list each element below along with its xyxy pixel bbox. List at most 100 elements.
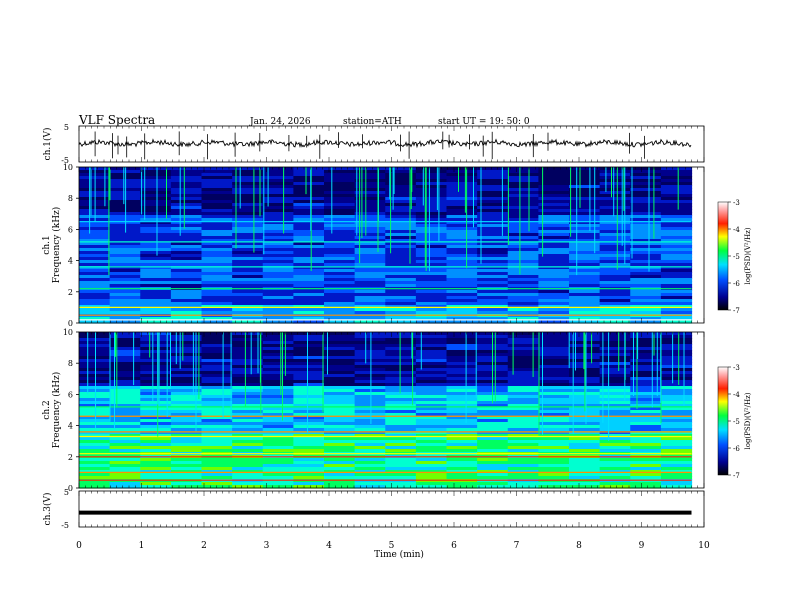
spectrogram-cell xyxy=(599,167,631,171)
spectrogram-cell xyxy=(232,374,264,378)
spectrogram-cell xyxy=(538,371,570,375)
spectrogram-cell xyxy=(79,251,111,255)
spectrogram-cell xyxy=(415,197,448,201)
spectrogram-cell xyxy=(201,278,233,282)
spectrogram-cell xyxy=(324,221,356,225)
spectrogram-cell xyxy=(140,344,172,348)
spectrogram-cell xyxy=(538,302,570,306)
spectrogram-cell xyxy=(140,260,172,264)
spectrogram-cell xyxy=(201,167,233,171)
spectrogram-cell xyxy=(232,347,264,351)
spectrogram-cell xyxy=(599,242,631,246)
spectrogram-cell xyxy=(354,338,386,342)
spectrogram-cell xyxy=(324,428,356,432)
spectrogram-cell xyxy=(262,356,294,360)
spectrogram-cell xyxy=(109,425,141,429)
spectrogram-cell xyxy=(324,440,356,444)
spectrogram-cell xyxy=(630,431,662,435)
spectrogram-cell xyxy=(507,227,539,231)
spectrogram-cell xyxy=(140,230,172,234)
spectrogram-cell xyxy=(415,419,448,423)
spectrogram-cell xyxy=(415,260,448,264)
spectrogram-cell xyxy=(507,197,539,201)
spectrogram-cell xyxy=(293,260,325,264)
spectrogram-cell xyxy=(293,377,325,381)
spectrogram-cell xyxy=(293,464,325,468)
spectrogram-cell xyxy=(354,368,386,372)
spectrogram-cell xyxy=(630,464,662,468)
spectrogram-cell xyxy=(446,461,478,465)
spectrogram-cell xyxy=(354,416,386,420)
colorbar-tick-label: -3 xyxy=(733,199,740,207)
spectrogram-cell xyxy=(415,434,448,438)
spectrogram-cell xyxy=(201,467,233,471)
spectrogram-cell xyxy=(630,290,662,294)
spectrogram-cell xyxy=(232,215,264,219)
spectrogram-cell xyxy=(538,476,570,480)
spectrogram-cell xyxy=(354,473,386,477)
spectrogram-cell xyxy=(170,176,203,180)
spectrogram-cell xyxy=(599,350,631,354)
spectrogram-cell xyxy=(477,188,509,192)
spectrogram-cell xyxy=(354,461,386,465)
spectrogram-cell xyxy=(79,257,111,261)
spectrogram-cell xyxy=(660,347,693,351)
spectrogram-cell xyxy=(446,239,478,243)
spectrogram-cell xyxy=(538,401,570,405)
spectrogram-cell xyxy=(79,359,111,363)
spectrogram-cell xyxy=(477,257,509,261)
spectrogram-cell xyxy=(385,350,417,354)
spectrogram-cell xyxy=(660,416,693,420)
spectrogram-cell xyxy=(538,209,570,213)
spectrogram-cell xyxy=(385,263,417,267)
spectrogram-cell xyxy=(507,296,539,300)
spectrogram-cell xyxy=(415,395,448,399)
spectrogram-cell xyxy=(599,248,631,252)
spectrogram-cell xyxy=(477,467,509,471)
spectrogram-cell xyxy=(599,353,631,357)
spectrogram-cell xyxy=(538,368,570,372)
spectrogram-cell xyxy=(599,416,631,420)
spectrogram-cell xyxy=(293,290,325,294)
spectrogram-cell xyxy=(109,260,141,264)
spectrogram-cell xyxy=(507,212,539,216)
spectrogram-cell xyxy=(385,230,417,234)
spectrogram-cell xyxy=(507,437,539,441)
y-tick-label: -5 xyxy=(61,156,69,165)
spectrogram-cell xyxy=(354,320,386,324)
spectrogram-cell xyxy=(599,317,631,321)
spectrogram-cell xyxy=(324,317,356,321)
spectrogram-cell xyxy=(79,290,111,294)
spectrogram-cell xyxy=(293,248,325,252)
spectrogram-cell xyxy=(415,371,448,375)
spectrogram-cell xyxy=(599,365,631,369)
spectrogram-cell xyxy=(630,254,662,258)
spectrogram-cell xyxy=(385,221,417,225)
spectrogram-cell xyxy=(262,392,294,396)
spectrogram-cell xyxy=(660,233,693,237)
spectrogram-cell xyxy=(507,215,539,219)
spectrogram-cell xyxy=(324,446,356,450)
spectrogram-cell xyxy=(385,431,417,435)
spectrogram-cell xyxy=(262,188,294,192)
spectrogram-cell xyxy=(79,311,111,315)
y-tick-label: 2 xyxy=(68,288,73,297)
spectrogram-cell xyxy=(354,425,386,429)
spectrogram-cell xyxy=(79,458,111,462)
spectrogram-cell xyxy=(140,431,172,435)
spectrogram-cell xyxy=(140,248,172,252)
spectrogram-cell xyxy=(262,224,294,228)
spectrogram-cell xyxy=(170,284,203,288)
spectrogram-cell xyxy=(630,368,662,372)
spectrogram-cell xyxy=(324,335,356,339)
spectrogram-cell xyxy=(140,419,172,423)
spectrogram-cell xyxy=(630,170,662,174)
spectrogram-cell xyxy=(79,365,111,369)
spectrogram-cell xyxy=(293,254,325,258)
spectrogram-cell xyxy=(232,413,264,417)
spectrogram-cell xyxy=(324,206,356,210)
spectrogram-cell xyxy=(569,218,601,222)
spectrogram-cell xyxy=(170,347,203,351)
spectrogram-cell xyxy=(446,263,478,267)
spectrogram-cell xyxy=(507,173,539,177)
